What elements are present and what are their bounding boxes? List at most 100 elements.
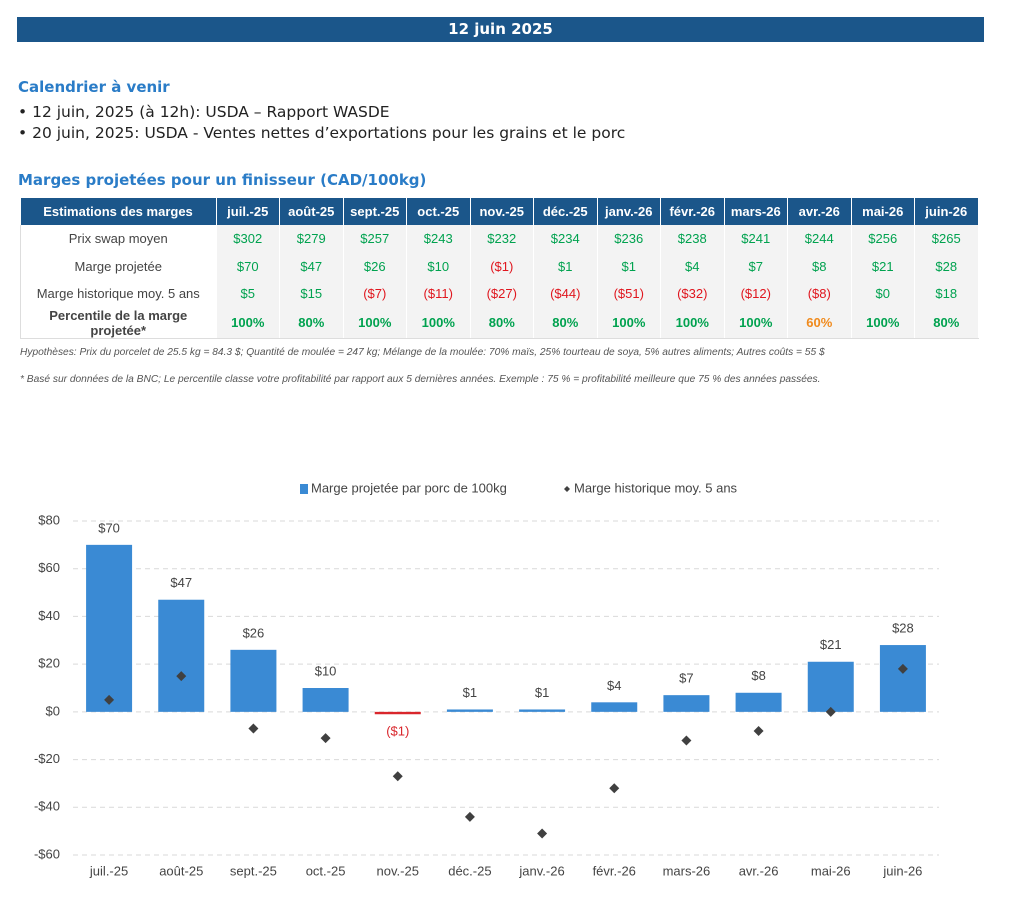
diamond-marker [681,735,692,746]
y-tick-label: -$60 [34,846,60,861]
bar [302,688,349,712]
y-tick-label: $80 [38,512,60,527]
column-header: oct.-25 [406,198,471,225]
x-tick-label: avr.-26 [739,863,779,878]
cell: $10 [406,252,471,280]
y-tick-label: $40 [38,608,60,623]
row-label: Marge projetée [20,252,217,280]
data-label: $8 [751,668,765,683]
column-header: juil.-25 [216,198,280,225]
table-row: Marge historique moy. 5 ans $5 $15 ($7) ($11… [20,280,979,308]
x-tick-label: janv.-26 [518,863,564,878]
bar [86,544,133,712]
cell: 100% [597,307,661,339]
cell: $234 [533,225,598,253]
cell: 80% [279,307,344,339]
legend-label: Marge historique moy. 5 ans [574,480,738,495]
cell: $47 [279,252,344,280]
cell: ($44) [533,280,598,308]
data-label: $1 [535,685,549,700]
cell: $256 [851,225,915,253]
legend-label: Marge projetée par porc de 100kg [311,480,507,495]
cell: $232 [470,225,534,253]
chart: -$60 -$40 -$20 $0 $20 $40 $60 $80 juil.-25 août-2… [34,480,939,878]
calendar-list: 12 juin, 2025 (à 12h): USDA – Rapport WA… [18,102,625,144]
cell: $279 [279,225,344,253]
data-label: $26 [243,625,265,640]
cell: ($27) [470,280,534,308]
cell: ($51) [597,280,661,308]
x-tick-label: sept.-25 [230,863,277,878]
x-tick-label: juil.-25 [89,863,128,878]
data-label: $28 [892,620,914,635]
column-header: avr.-26 [787,198,852,225]
cell: $265 [914,225,979,253]
cell: $236 [597,225,661,253]
cell: 100% [216,307,280,339]
bar [663,695,710,712]
cell: $15 [279,280,344,308]
date-banner: 12 juin 2025 [17,17,984,42]
row-label: Percentile de la marge projetée* [20,307,217,339]
cell: $257 [343,225,407,253]
diamond-marker [104,694,115,705]
calendar-title: Calendrier à venir [18,78,170,96]
cell: $21 [851,252,915,280]
cell: $243 [406,225,471,253]
legend-swatch [564,486,570,492]
cell: $4 [660,252,725,280]
cell: $238 [660,225,725,253]
column-header: sept.-25 [343,198,407,225]
diamond-marker [825,706,836,717]
header-row: Estimations des marges juil.-25 août-25 sep… [20,198,979,225]
cell: ($1) [470,252,534,280]
x-tick-label: nov.-25 [377,863,419,878]
cell: 80% [470,307,534,339]
y-tick-label: $60 [38,560,60,575]
x-tick-label: juin-26 [882,863,922,878]
table-row: Marge projetée $70 $47 $26 $10 ($1) $1 $1 $4 $7 $8… [20,252,979,280]
column-header: mars-26 [724,198,788,225]
cell: 60% [787,307,852,339]
table-title: Marges projetées pour un finisseur (CAD/… [18,171,427,189]
diamond-marker [176,671,187,682]
cell: ($11) [406,280,471,308]
cell: $1 [533,252,598,280]
bar [519,709,566,712]
cell: $18 [914,280,979,308]
column-header: mai-26 [851,198,915,225]
cell: 100% [724,307,788,339]
data-label: $7 [679,671,693,686]
diamond-marker [897,663,908,674]
x-tick-label: mars-26 [663,863,711,878]
diamond-marker [248,723,259,734]
bar [158,599,205,712]
table-row: Prix swap moyen $302 $279 $257 $243 $232 $234 $… [20,225,979,253]
table-row: Percentile de la marge projetée* 100% 80% 1… [20,307,979,339]
y-tick-label: $20 [38,656,60,671]
data-label: $70 [98,520,120,535]
cell: 80% [533,307,598,339]
data-label: $1 [463,685,477,700]
column-header: janv.-26 [597,198,661,225]
calendar-item: 20 juin, 2025: USDA - Ventes nettes d’ex… [18,123,625,144]
column-header: Estimations des marges [20,198,217,225]
bar [230,649,277,712]
data-label: ($1) [386,724,409,739]
column-header: août-25 [279,198,344,225]
y-tick-label: -$40 [34,799,60,814]
bar [591,702,638,712]
bar [735,692,782,712]
note: Hypothèses: Prix du porcelet de 25.5 kg … [20,347,825,358]
diamond-marker [537,828,548,839]
data-label: $4 [607,678,621,693]
column-header: déc.-25 [533,198,598,225]
cell: $8 [787,252,852,280]
cell: $244 [787,225,852,253]
cell: ($7) [343,280,407,308]
cell: ($32) [660,280,725,308]
cell: 100% [343,307,407,339]
diamond-marker [392,771,403,782]
cell: ($8) [787,280,852,308]
diamond-marker [464,811,475,822]
